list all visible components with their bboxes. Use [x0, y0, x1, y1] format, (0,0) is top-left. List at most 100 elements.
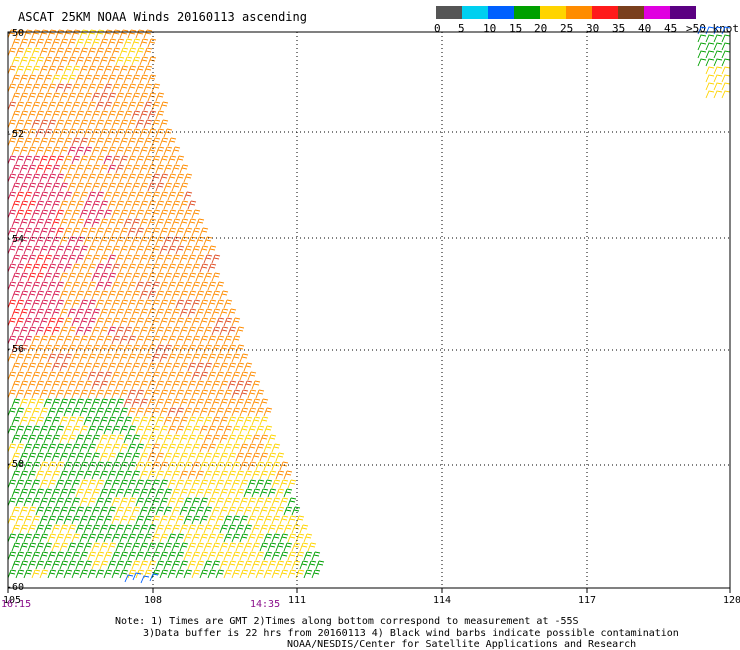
- wind-barb: [107, 56, 117, 66]
- wind-barb: [67, 524, 77, 534]
- wind-barb: [135, 497, 145, 507]
- wind-barb: [207, 461, 217, 471]
- wind-barb: [123, 182, 133, 192]
- wind-barb: [15, 209, 25, 219]
- wind-barb: [11, 218, 21, 228]
- wind-barb: [103, 209, 113, 219]
- wind-barb: [67, 434, 77, 444]
- wind-barb: [713, 66, 723, 75]
- wind-barb: [123, 272, 133, 282]
- wind-barb: [35, 470, 45, 480]
- wind-barb: [227, 506, 237, 516]
- wind-barb: [63, 371, 73, 381]
- wind-barb: [71, 29, 81, 39]
- wind-barb: [95, 263, 105, 273]
- wind-barb: [139, 416, 149, 426]
- wind-barb: [67, 164, 77, 174]
- lon-label: 105: [3, 595, 21, 606]
- wind-barb: [291, 560, 301, 570]
- wind-barb: [115, 110, 125, 120]
- wind-barb: [67, 290, 77, 300]
- wind-barb: [159, 299, 169, 309]
- wind-speed-legend: 0 5 10 15 20 25 30 35 40 45 >50 knots: [434, 6, 740, 38]
- wind-barb: [175, 245, 185, 255]
- wind-barb: [119, 551, 129, 561]
- wind-barb: [267, 488, 277, 498]
- wind-barb: [95, 425, 105, 435]
- wind-barb: [123, 416, 133, 426]
- wind-barb: [23, 353, 33, 363]
- wind-barb: [71, 281, 81, 291]
- wind-barb: [43, 398, 53, 408]
- wind-barb: [83, 92, 93, 102]
- wind-barb: [59, 290, 69, 300]
- wind-barb: [147, 200, 157, 210]
- wind-barb: [55, 245, 65, 255]
- wind-barb: [211, 452, 221, 462]
- wind-barb: [39, 533, 49, 543]
- wind-barb: [55, 173, 65, 183]
- wind-barb: [75, 56, 85, 66]
- wind-barb: [91, 326, 101, 336]
- wind-barb: [35, 398, 45, 408]
- wind-barb: [131, 200, 141, 210]
- wind-barb: [207, 245, 217, 255]
- map-frame: [7, 31, 731, 589]
- wind-barb: [171, 398, 181, 408]
- wind-barb: [263, 497, 273, 507]
- wind-barb: [79, 83, 89, 93]
- wind-barb: [171, 452, 181, 462]
- wind-barb: [147, 128, 157, 138]
- wind-barb: [235, 506, 245, 516]
- wind-barb: [31, 425, 41, 435]
- wind-barb: [279, 551, 289, 561]
- wind-barb: [55, 227, 65, 237]
- wind-barb: [147, 38, 157, 48]
- wind-barb: [239, 569, 249, 579]
- wind-barb: [7, 407, 17, 417]
- wind-barb: [95, 83, 105, 93]
- wind-barb: [115, 146, 125, 156]
- wind-barb: [31, 533, 41, 543]
- wind-barb: [183, 335, 193, 345]
- wind-barb: [155, 254, 165, 264]
- wind-barb: [83, 344, 93, 354]
- wind-barb: [235, 488, 245, 498]
- wind-barb: [291, 542, 301, 552]
- wind-barb: [183, 191, 193, 201]
- wind-barb: [43, 308, 53, 318]
- wind-barb: [111, 317, 121, 327]
- wind-barb: [103, 497, 113, 507]
- wind-barb: [203, 362, 213, 372]
- wind-barb: [15, 299, 25, 309]
- wind-barb: [27, 110, 37, 120]
- wind-barb: [191, 443, 201, 453]
- wind-barb: [99, 236, 109, 246]
- wind-barb: [195, 542, 205, 552]
- wind-barb: [163, 290, 173, 300]
- wind-barb: [147, 380, 157, 390]
- wind-barb: [231, 497, 241, 507]
- wind-barb: [39, 335, 49, 345]
- wind-barb: [79, 407, 89, 417]
- wind-barb: [79, 299, 89, 309]
- wind-barb: [211, 524, 221, 534]
- wind-barb: [103, 83, 113, 93]
- wind-barb: [111, 461, 121, 471]
- wind-barb: [55, 101, 65, 111]
- wind-barb: [55, 551, 65, 561]
- wind-barb: [47, 443, 57, 453]
- legend-color-bar: [436, 6, 696, 19]
- wind-barb: [223, 551, 233, 561]
- wind-barb: [79, 137, 89, 147]
- wind-barb: [175, 335, 185, 345]
- wind-barb: [163, 488, 173, 498]
- wind-barb: [255, 389, 265, 399]
- wind-barb: [67, 254, 77, 264]
- wind-barb: [143, 551, 153, 561]
- lat-label: -58: [6, 459, 24, 470]
- wind-barb: [163, 128, 173, 138]
- wind-barb: [31, 389, 41, 399]
- wind-barb: [119, 371, 129, 381]
- wind-barb: [51, 452, 61, 462]
